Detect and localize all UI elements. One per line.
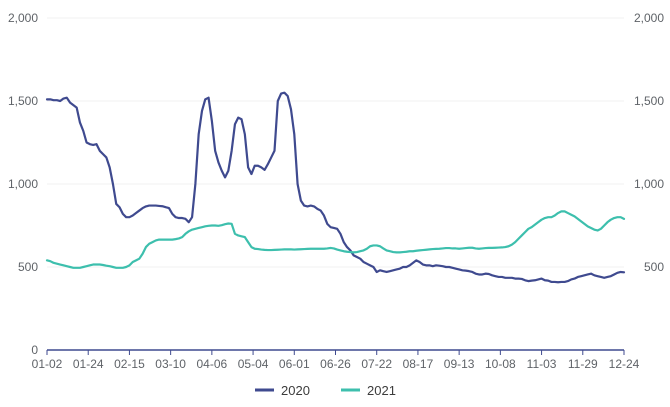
y-tick-label-left: 0 bbox=[31, 343, 38, 357]
plot-area bbox=[45, 91, 626, 284]
y-tick-label-right: 1,000 bbox=[634, 177, 664, 191]
x-axis: 01-02 01-24 02-15 03-10 04-06 05-04 06-01 06-26… bbox=[32, 350, 640, 371]
x-tick-label: 06-01 bbox=[279, 357, 310, 371]
legend-label-2020: 2020 bbox=[281, 383, 310, 398]
x-tick-label: 01-24 bbox=[73, 357, 104, 371]
x-tick-label: 01-02 bbox=[32, 357, 63, 371]
x-tick-label: 09-13 bbox=[444, 357, 475, 371]
right-y-axis: 500 1,000 1,500 2,000 bbox=[634, 11, 664, 274]
y-tick-label-right: 2,000 bbox=[634, 11, 664, 25]
x-tick-label: 10-08 bbox=[485, 357, 516, 371]
legend-item-2021[interactable]: 2021 bbox=[341, 383, 396, 398]
y-tick-label-left: 500 bbox=[18, 260, 38, 274]
x-tick-label: 08-17 bbox=[403, 357, 434, 371]
x-tick-label: 11-03 bbox=[527, 357, 557, 371]
y-tick-label-left: 1,000 bbox=[8, 177, 38, 191]
series-line-2020 bbox=[45, 91, 626, 284]
y-tick-label-left: 1,500 bbox=[8, 94, 38, 108]
x-tick-label: 06-26 bbox=[320, 357, 351, 371]
y-tick-label-right: 1,500 bbox=[634, 94, 664, 108]
legend-item-2020[interactable]: 2020 bbox=[255, 383, 310, 398]
x-tick-label: 05-04 bbox=[238, 357, 269, 371]
x-tick-label: 07-22 bbox=[361, 357, 392, 371]
series-line-2021 bbox=[45, 210, 626, 269]
x-tick-label: 03-10 bbox=[155, 357, 186, 371]
x-tick-label: 04-06 bbox=[197, 357, 228, 371]
y-tick-label-left: 2,000 bbox=[8, 11, 38, 25]
legend: 2020 2021 bbox=[255, 383, 396, 398]
grid bbox=[47, 17, 624, 268]
y-tick-label-right: 500 bbox=[644, 260, 664, 274]
left-y-axis: 0 500 1,000 1,500 2,000 bbox=[8, 11, 38, 357]
x-tick-label: 02-15 bbox=[114, 357, 145, 371]
x-tick-label: 12-24 bbox=[609, 357, 640, 371]
x-tick-label: 11-29 bbox=[568, 357, 598, 371]
legend-label-2021: 2021 bbox=[367, 383, 396, 398]
